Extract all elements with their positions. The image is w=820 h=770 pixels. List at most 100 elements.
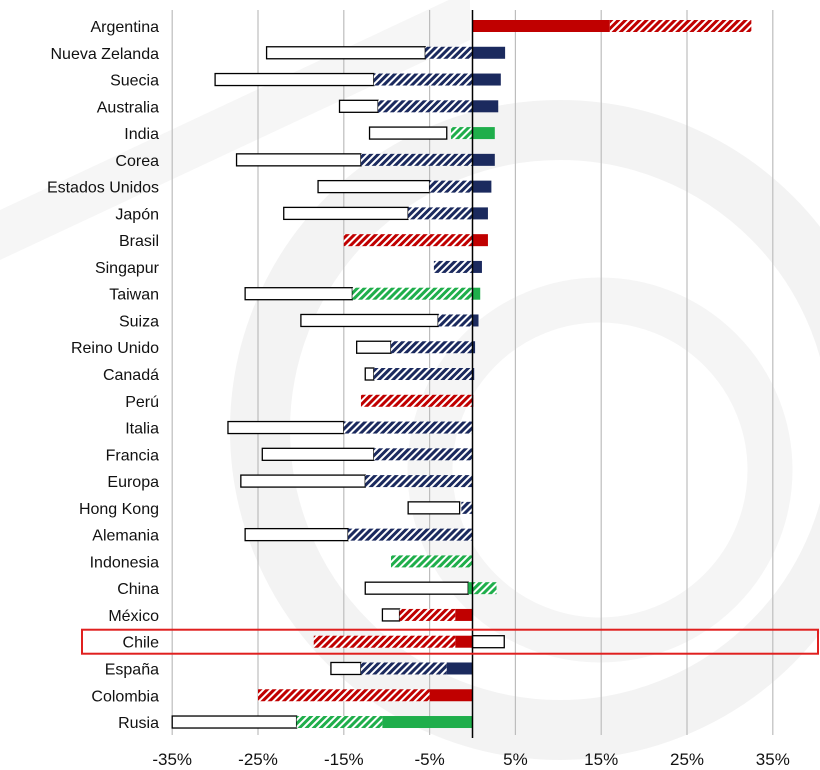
bar-outline-chile [471,635,505,649]
bar-outline-estados-unidos [317,179,431,194]
bar-hatched-corea [360,153,473,166]
category-label-espana: España [105,661,159,678]
category-label-suecia: Suecia [110,73,159,90]
bar-outline-taiwan [244,287,354,301]
category-label-japon: Japón [115,206,159,223]
bar-outline-suecia [214,72,375,87]
category-label-canada: Canadá [103,367,159,384]
bar-hatched-india [451,127,473,140]
bar-hatched-italia [343,421,473,434]
bar-solid-canada [472,368,475,381]
category-label-china: China [117,581,159,598]
category-label-australia: Australia [97,99,159,116]
category-label-singapur: Singapur [95,260,160,277]
bar-hatched-china [472,582,497,595]
highlight-box [81,628,819,655]
x-tick-label: 25% [670,750,704,769]
category-label-indonesia: Indonesia [90,554,159,571]
bar-outline-japon [283,206,409,221]
bar-hatched-mexico [399,608,456,621]
bar-hatched-indonesia [390,555,473,568]
bar-solid-chile [455,635,473,648]
category-label-alemania: Alemania [92,528,159,545]
bar-solid-china [468,582,473,595]
bar-solid-taiwan [472,287,481,300]
bar-hatched-chile [313,635,456,648]
category-label-corea: Corea [115,153,159,170]
bar-solid-singapur [472,260,482,273]
bar-hatched-taiwan [352,287,473,300]
category-label-hong-kong: Hong Kong [79,501,159,518]
category-label-francia: Francia [106,447,159,464]
bar-hatched-europa [365,475,473,488]
bar-outline-suiza [300,313,439,328]
x-tick-label: -25% [238,750,278,769]
bar-outline-canada [364,367,375,381]
x-tick-label: 5% [503,750,528,769]
bar-hatched-nueva-zelanda [425,46,473,59]
category-label-reino-unido: Reino Unido [71,340,159,357]
bar-hatched-reino-unido [390,341,473,354]
watermark-band [0,0,470,260]
bar-outline-hong-kong [407,501,461,515]
bar-hatched-japon [408,207,473,220]
bars-group [171,20,752,729]
bar-solid-japon [472,207,488,220]
bar-solid-brasil [472,234,488,247]
category-label-suiza: Suiza [119,313,159,330]
bar-outline-china [364,581,469,595]
bar-outline-corea [235,153,362,167]
category-label-mexico: México [108,608,159,625]
bar-solid-espana [446,662,473,675]
gridlines [171,10,774,735]
bar-outline-reino-unido [356,340,392,354]
category-label-italia: Italia [125,421,159,438]
category-label-peru: Perú [125,394,159,411]
x-tick-label: -5% [414,750,444,769]
bar-hatched-suiza [438,314,473,327]
category-label-taiwan: Taiwan [109,287,159,304]
category-label-colombia: Colombia [91,688,159,705]
bar-solid-suecia [472,73,501,86]
bar-hatched-colombia [258,689,430,702]
highlight-box-group [81,628,819,655]
x-tick-label: -35% [152,750,192,769]
bar-solid-mexico [455,608,473,621]
category-label-argentina: Argentina [91,19,160,36]
bar-solid-nueva-zelanda [472,46,506,59]
bar-outline-mexico [381,608,401,622]
category-label-estados-unidos: Estados Unidos [47,180,159,197]
bar-solid-argentina [472,20,610,32]
category-label-chile: Chile [123,635,160,652]
bar-outline-alemania [244,527,349,542]
bar-solid-rusia [382,716,473,729]
bar-hatched-estados-unidos [429,180,473,193]
bar-outline-india [368,126,448,140]
bar-hatched-argentina [609,20,752,32]
x-tick-labels: -35% -25% -15% -5% 5% 15% 25% 35% [152,750,789,769]
bar-hatched-suecia [373,73,473,86]
category-labels: Argentina Nueva Zelanda Suecia Australia Ind… [47,19,160,732]
bar-solid-suiza [472,314,479,327]
bar-outline-espana [330,661,362,676]
bar-hatched-espana [360,662,447,675]
bar-hatched-australia [378,100,473,113]
bar-hatched-canada [373,368,473,381]
bar-hatched-brasil [343,234,473,247]
bar-outline-italia [227,420,345,435]
bar-solid-reino-unido [472,341,476,354]
category-label-brasil: Brasil [119,233,159,250]
x-tick-label: 15% [584,750,618,769]
bar-outline-rusia [171,715,298,729]
bar-outline-nueva-zelanda [265,46,426,60]
x-tick-label: -15% [324,750,364,769]
bar-solid-colombia [429,689,473,702]
bar-outline-europa [240,474,366,488]
category-label-nueva-zelanda: Nueva Zelanda [50,46,159,63]
bar-hatched-singapur [433,260,473,273]
bar-solid-estados-unidos [472,180,492,193]
bar-outline-francia [261,447,375,461]
bar-hatched-peru [360,394,473,407]
bar-hatched-francia [373,448,473,461]
